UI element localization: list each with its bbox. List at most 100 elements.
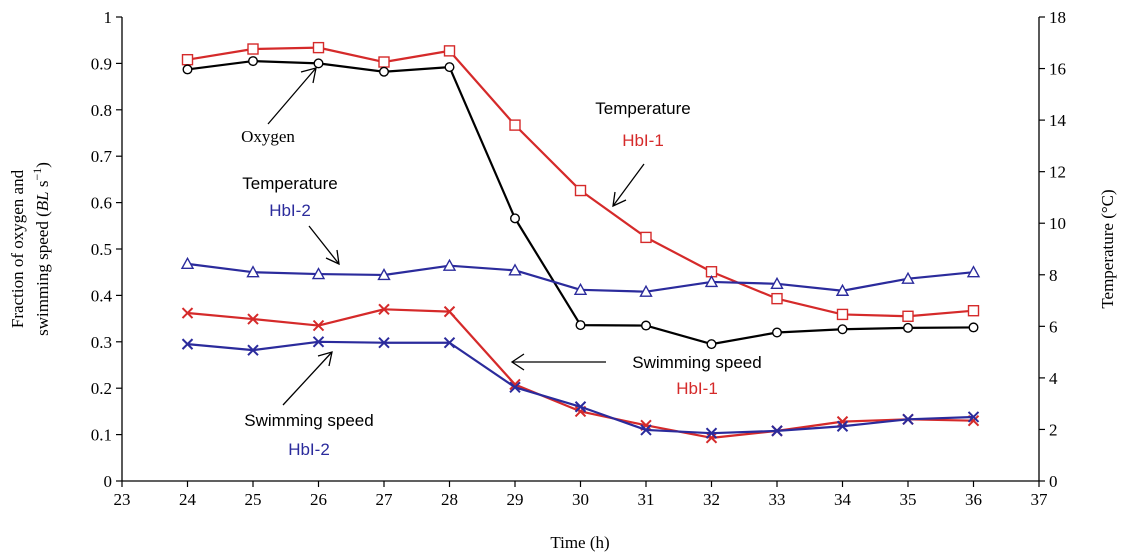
x-tick-label: 34 — [834, 490, 852, 509]
data-point — [574, 401, 587, 413]
data-point — [573, 282, 588, 296]
y-left-tick-label: 0.7 — [91, 147, 113, 166]
data-point — [247, 43, 259, 55]
y-left-tick-label: 0 — [104, 472, 113, 491]
data-point — [509, 381, 521, 393]
data-point — [639, 284, 653, 297]
y-left-tick-label: 0.8 — [91, 101, 112, 120]
y-left-tick-label: 0.1 — [91, 426, 112, 445]
data-point — [901, 271, 915, 284]
data-point — [706, 339, 717, 350]
x-tick-label: 30 — [572, 490, 589, 509]
ylabel-prefix: swimming speed ( — [33, 211, 52, 336]
data-point — [835, 283, 850, 296]
annotation-temperature-hbi2-label: Temperature — [242, 174, 337, 193]
y-left-tick-label: 0.4 — [91, 286, 113, 305]
data-point — [903, 322, 914, 333]
data-point — [311, 267, 326, 280]
data-point — [967, 411, 980, 423]
y-axis-left-title: Fraction of oxygen and swimming speed (B… — [8, 162, 52, 336]
annotation-temperature-hbi1-sub: HbI-1 — [622, 131, 664, 150]
data-point — [443, 337, 456, 349]
data-point — [509, 119, 521, 131]
x-tick-label: 33 — [769, 490, 786, 509]
series-1 — [182, 56, 979, 350]
data-point — [902, 310, 914, 322]
x-tick-label: 32 — [703, 490, 720, 509]
data-point — [247, 313, 259, 325]
data-point — [378, 337, 390, 349]
y-axis-left-title-line1: Fraction of oxygen and — [8, 169, 27, 328]
annotation-temperature-hbi1-arrowhead — [612, 191, 627, 208]
data-point — [837, 324, 848, 335]
data-point — [771, 425, 783, 437]
y-right-tick-label: 14 — [1049, 111, 1067, 130]
data-point — [181, 338, 194, 350]
x-tick-label: 35 — [900, 490, 917, 509]
data-point — [770, 276, 784, 289]
annotation-oxygen-label: Oxygen — [241, 127, 295, 146]
data-point — [902, 413, 914, 425]
annotation-temperature-hbi2-sub: HbI-2 — [269, 201, 311, 220]
data-point — [313, 58, 324, 69]
data-point — [704, 274, 719, 288]
data-point — [510, 213, 521, 224]
annotation-temperature-hbi2: Temperature HbI-2 — [242, 174, 340, 266]
data-point — [640, 231, 652, 244]
data-point — [705, 427, 718, 439]
data-point — [575, 320, 586, 331]
data-point — [312, 41, 325, 54]
data-point — [968, 322, 979, 333]
data-point — [246, 265, 260, 278]
x-tick-label: 36 — [965, 490, 982, 509]
y-right-tick-label: 12 — [1049, 163, 1066, 182]
data-point — [181, 53, 194, 66]
x-tick-label: 37 — [1031, 490, 1049, 509]
annotation-swimming-speed-hbi2-arrowhead — [317, 351, 333, 367]
data-point — [182, 64, 193, 75]
annotation-swimming-speed-hbi1-sub: HbI-1 — [676, 379, 718, 398]
y-right-tick-label: 0 — [1049, 472, 1058, 491]
y-right-tick-label: 16 — [1049, 60, 1066, 79]
series-2 — [180, 256, 981, 297]
data-point — [312, 336, 325, 348]
x-tick-label: 26 — [310, 490, 327, 509]
data-point — [705, 432, 718, 444]
ylabel-sup: −1 — [30, 168, 44, 181]
x-tick-label: 25 — [245, 490, 262, 509]
data-point — [443, 45, 456, 57]
annotation-temperature-hbi1-arrow — [612, 163, 645, 207]
annotation-swimming-speed-hbi1: Swimming speed HbI-1 — [510, 353, 762, 398]
y-left-tick-label: 0.6 — [91, 194, 112, 213]
y-axis-right-title: Temperature (°C) — [1098, 189, 1117, 308]
data-point — [966, 265, 981, 278]
data-point — [247, 344, 259, 356]
x-tick-label: 27 — [376, 490, 394, 509]
x-axis-title: Time (h) — [550, 533, 609, 552]
y-right-tick-label: 18 — [1049, 8, 1066, 27]
data-point — [443, 305, 456, 318]
series-4 — [181, 336, 980, 439]
x-tick-label: 29 — [507, 490, 524, 509]
y-left-tick-label: 0.3 — [91, 333, 112, 352]
data-point — [181, 307, 194, 319]
data-point — [378, 303, 390, 316]
series-layer — [180, 41, 981, 444]
data-point — [574, 184, 587, 197]
annotation-temperature-hbi2-arrow — [308, 225, 340, 265]
data-point — [442, 258, 457, 271]
annotation-swimming-speed-hbi2-label: Swimming speed — [244, 411, 373, 430]
ylabel-italic: BL — [33, 191, 52, 211]
annotation-swimming-speed-hbi2-sub: HbI-2 — [288, 440, 330, 459]
data-point — [771, 292, 783, 305]
annotation-temperature-hbi1-label: Temperature — [595, 99, 690, 118]
y-right-tick-label: 4 — [1049, 369, 1058, 388]
y-right-tick-label: 8 — [1049, 266, 1058, 285]
data-point — [379, 66, 390, 77]
data-point — [312, 319, 325, 332]
y-right-tick-label: 6 — [1049, 317, 1058, 336]
data-point — [641, 320, 652, 331]
data-point — [180, 256, 195, 270]
data-point — [640, 424, 652, 436]
